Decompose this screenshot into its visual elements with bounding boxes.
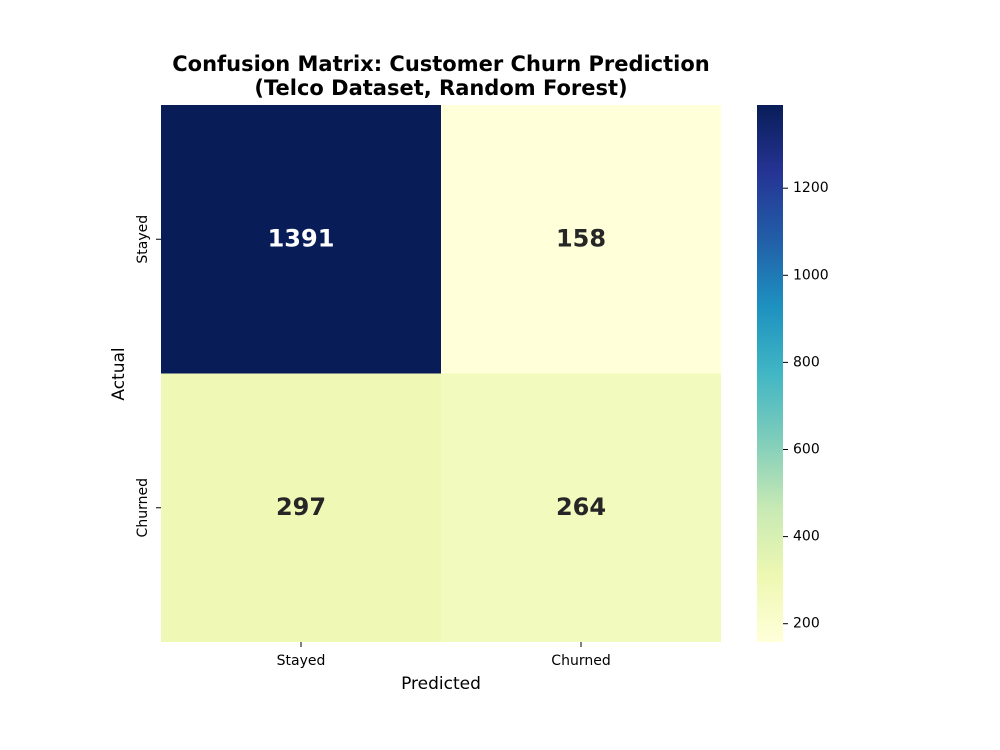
cell-annotation: 1391: [268, 224, 335, 252]
y-tick-label: Stayed: [135, 215, 151, 264]
heatmap-cell: [161, 373, 441, 642]
cell-annotation: 158: [556, 224, 606, 252]
x-tick-label: Stayed: [277, 653, 326, 669]
cell-annotation: 264: [556, 493, 606, 521]
colorbar-tick-label: 200: [793, 616, 820, 632]
colorbar-tick-label: 600: [793, 441, 820, 457]
y-tick-label: Churned: [135, 478, 151, 537]
colorbar-tick-label: 400: [793, 529, 820, 545]
x-tick-label: Churned: [551, 653, 610, 669]
heatmap-cell: [441, 373, 721, 642]
heatmap-cell: [441, 105, 721, 374]
x-axis-label: Predicted: [401, 674, 481, 694]
colorbar-tick-label: 800: [793, 354, 820, 370]
y-axis-label: Actual: [109, 347, 129, 400]
chart-title: (Telco Dataset, Random Forest): [254, 76, 627, 100]
colorbar-tick-label: 1200: [793, 180, 829, 196]
chart-title: Confusion Matrix: Customer Churn Predict…: [172, 52, 710, 76]
heatmap-cell: [161, 105, 441, 374]
colorbar-tick-label: 1000: [793, 267, 829, 283]
colorbar: [757, 105, 783, 642]
cell-annotation: 297: [276, 493, 326, 521]
